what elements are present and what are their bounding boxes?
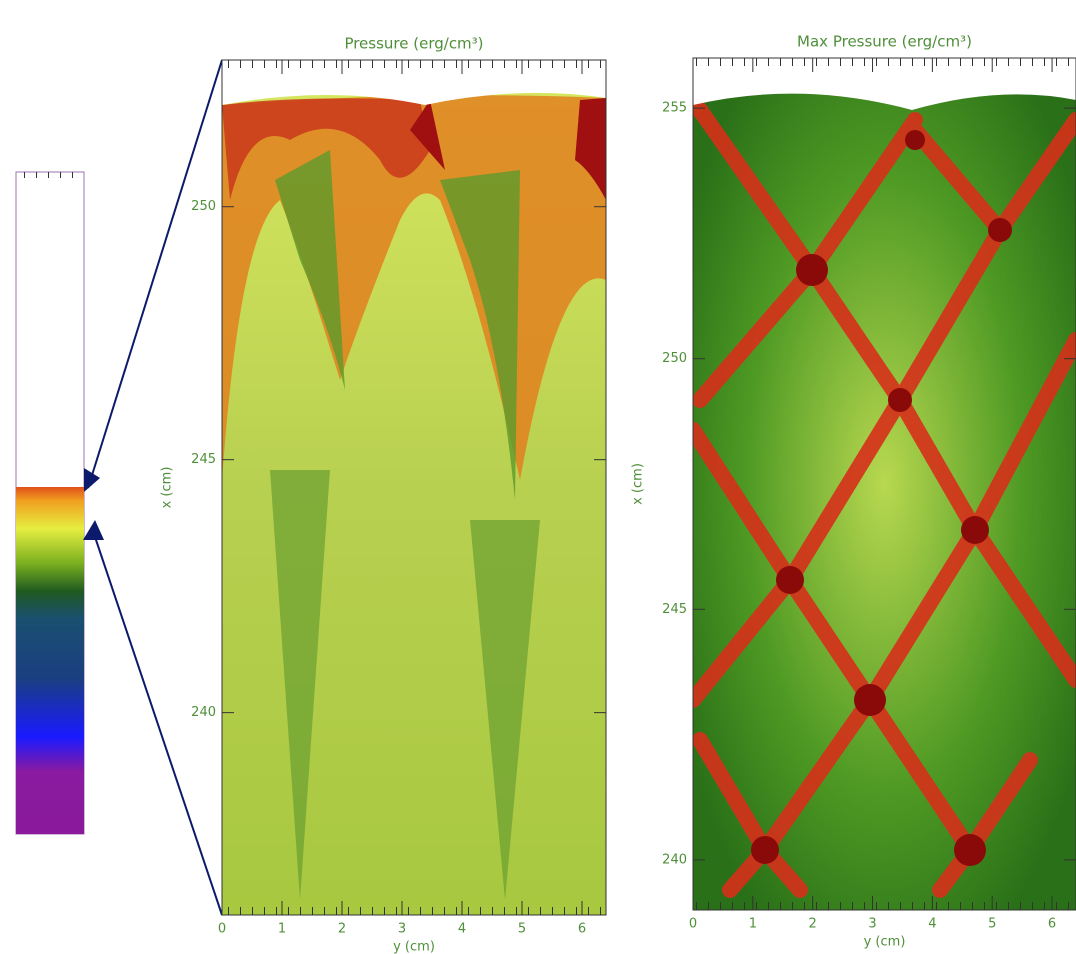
x-tick-label: 0	[218, 922, 226, 937]
y-tick-label: 245	[191, 452, 216, 467]
x-axis-label: y (cm)	[864, 935, 906, 950]
x-tick-label: 6	[1048, 917, 1056, 932]
x-tick-label: 3	[868, 917, 876, 932]
x-tick-label: 5	[518, 922, 526, 937]
x-tick-label: 6	[578, 922, 586, 937]
y-tick-label: 250	[191, 199, 216, 214]
y-axis-label: x (cm)	[160, 467, 175, 509]
y-tick-label: 240	[662, 852, 687, 867]
y-tick-label: 255	[662, 101, 687, 116]
y-tick-label: 240	[191, 705, 216, 720]
pressure-field	[222, 60, 606, 915]
x-tick-label: 2	[338, 922, 346, 937]
chart-title: Max Pressure (erg/cm³)	[797, 33, 972, 51]
x-tick-label: 3	[398, 922, 406, 937]
y-tick-label: 245	[662, 602, 687, 617]
column-schematic	[15, 59, 223, 916]
x-axis-label: y (cm)	[393, 940, 435, 954]
x-tick-label: 4	[458, 922, 466, 937]
minor-ticks	[693, 58, 1076, 66]
chart-title: Pressure (erg/cm³)	[344, 35, 483, 53]
x-tick-label: 1	[278, 922, 286, 937]
max-pressure-field	[693, 58, 1076, 910]
y-axis-label: x (cm)	[631, 463, 646, 505]
x-tick-label: 2	[809, 917, 817, 932]
x-tick-label: 5	[988, 917, 996, 932]
x-tick-label: 0	[689, 917, 697, 932]
y-tick-label: 250	[662, 351, 687, 366]
x-tick-label: 4	[928, 917, 936, 932]
minor-ticks	[693, 902, 1076, 910]
minor-ticks	[222, 907, 606, 915]
x-tick-label: 1	[749, 917, 757, 932]
minor-ticks	[222, 60, 606, 68]
